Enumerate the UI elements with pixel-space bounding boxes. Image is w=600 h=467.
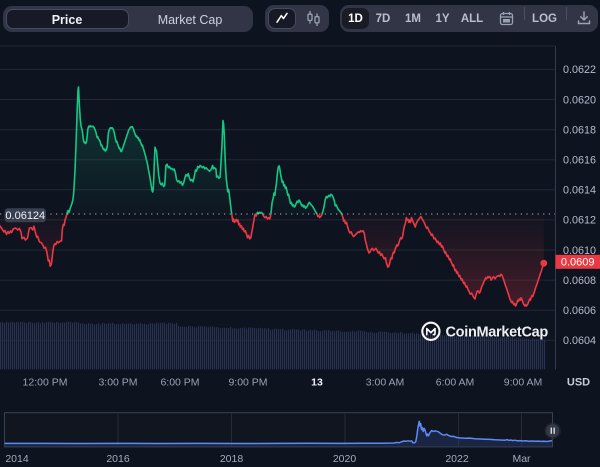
svg-text:0.0610: 0.0610: [563, 245, 596, 257]
svg-text:3:00 PM: 3:00 PM: [98, 377, 137, 389]
svg-text:2014: 2014: [5, 453, 29, 465]
svg-text:9:00 PM: 9:00 PM: [228, 377, 267, 389]
svg-text:2022: 2022: [445, 453, 469, 465]
svg-text:13: 13: [311, 377, 323, 389]
svg-text:6:00 PM: 6:00 PM: [160, 377, 199, 389]
svg-text:3:00 AM: 3:00 AM: [366, 377, 405, 389]
svg-text:2018: 2018: [220, 453, 244, 465]
svg-text:CoinMarketCap: CoinMarketCap: [446, 324, 549, 340]
svg-text:9:00 AM: 9:00 AM: [504, 377, 543, 389]
svg-text:0.0618: 0.0618: [563, 124, 596, 136]
svg-text:0.0609: 0.0609: [561, 257, 595, 269]
svg-text:0.0612: 0.0612: [563, 215, 596, 227]
svg-text:0.06124: 0.06124: [5, 210, 45, 222]
svg-text:Mar: Mar: [512, 453, 531, 465]
svg-text:0.0604: 0.0604: [563, 335, 596, 347]
svg-text:0.0620: 0.0620: [563, 94, 596, 106]
svg-text:12:00 PM: 12:00 PM: [23, 377, 68, 389]
svg-text:2016: 2016: [106, 453, 130, 465]
svg-text:0.0606: 0.0606: [563, 305, 596, 317]
svg-text:2020: 2020: [333, 453, 357, 465]
svg-text:6:00 AM: 6:00 AM: [436, 377, 475, 389]
svg-text:0.0622: 0.0622: [563, 64, 596, 76]
svg-text:0.0608: 0.0608: [563, 275, 596, 287]
svg-text:0.0616: 0.0616: [563, 155, 596, 167]
svg-text:USD: USD: [567, 377, 590, 389]
svg-text:0.0614: 0.0614: [563, 185, 596, 197]
